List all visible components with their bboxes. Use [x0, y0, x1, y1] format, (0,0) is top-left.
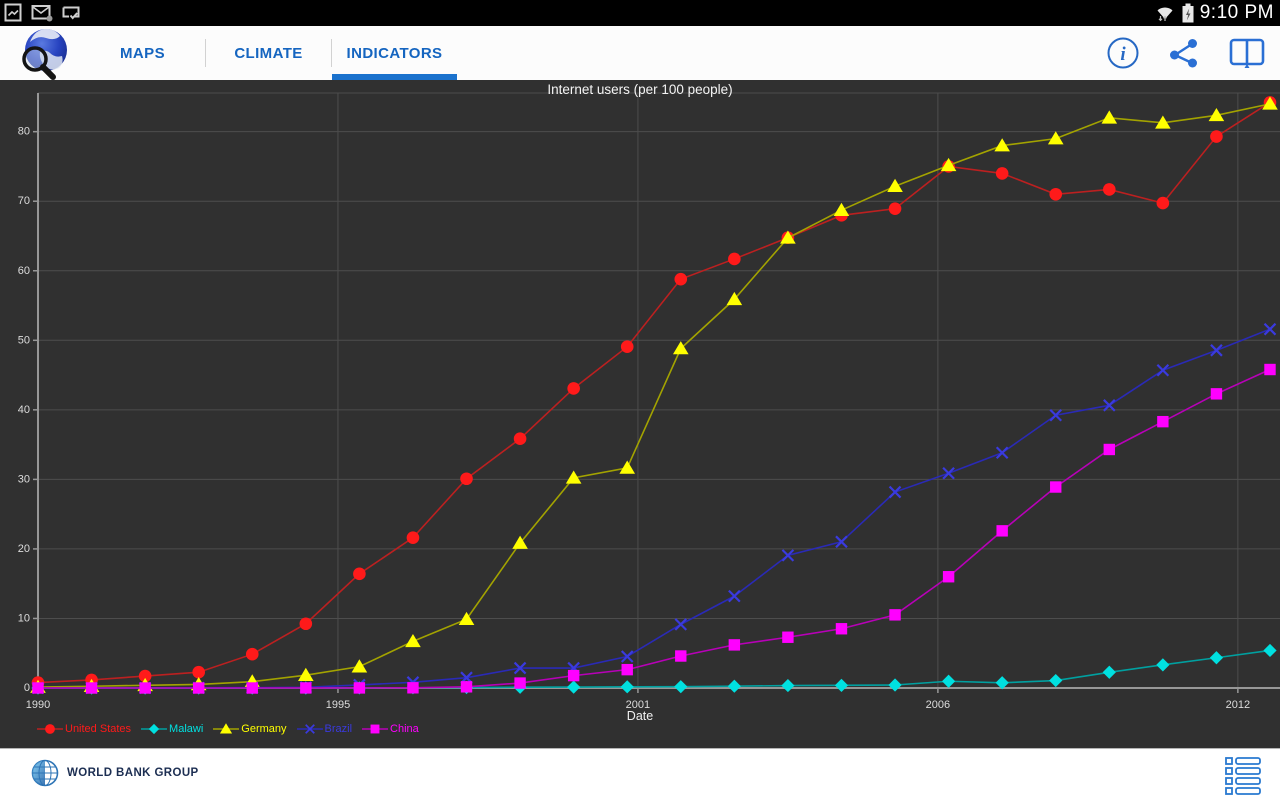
clock: 9:10 PM	[1199, 2, 1274, 23]
grid	[37, 92, 1280, 688]
triangle-legend-marker-icon	[213, 723, 240, 734]
series-germany	[30, 96, 1278, 693]
tab-maps[interactable]: MAPS	[120, 44, 165, 62]
email-icon	[31, 5, 53, 22]
svg-text:2006: 2006	[926, 699, 950, 711]
svg-text:1995: 1995	[326, 699, 350, 711]
svg-text:0: 0	[24, 682, 30, 694]
chart-title: Internet users (per 100 people)	[547, 82, 732, 97]
svg-text:80: 80	[18, 126, 30, 138]
svg-text:i: i	[1120, 44, 1126, 65]
book-icon[interactable]	[1228, 36, 1266, 70]
legend-item-malawi: Malawi	[140, 722, 203, 736]
battery-charging-icon	[1182, 3, 1194, 23]
x-legend-marker-icon	[296, 724, 323, 734]
chart-legend: United States Malawi Germany Brazil China	[36, 722, 419, 736]
legend-label: Malawi	[169, 723, 204, 735]
world-bank-brand: WORLD BANK GROUP	[30, 758, 199, 788]
circle-legend-marker-icon	[37, 724, 63, 734]
axis-labels: 0 10 20 30 40 50 60 70 80 1990 1995 2001 2006 2012 Dat…	[18, 82, 1250, 723]
tab-climate[interactable]: CLIMATE	[234, 44, 303, 62]
svg-text:70: 70	[18, 195, 30, 207]
notification-icons	[4, 3, 83, 22]
legend-label: China	[390, 723, 419, 735]
tab-strip: MAPS CLIMATE INDICATORS	[80, 26, 457, 80]
app-logo-globe-magnifier-icon	[22, 28, 67, 80]
chart-region: 0 10 20 30 40 50 60 70 80 1990 1995 2001 2006 2012 Dat…	[0, 80, 1280, 748]
legend-item-united-states: United States	[36, 722, 131, 736]
legend-item-china: China	[361, 722, 419, 736]
svg-text:1990: 1990	[26, 699, 50, 711]
share-icon[interactable]	[1168, 37, 1200, 69]
tab-indicators[interactable]: INDICATORS	[346, 44, 443, 62]
series-united-states	[31, 96, 1277, 689]
diamond-legend-marker-icon	[141, 723, 168, 735]
legend-label: Brazil	[324, 723, 353, 735]
app-bar: MAPS CLIMATE INDICATORS i	[0, 26, 1280, 80]
legend-label: United States	[65, 723, 132, 735]
country-list-button[interactable]	[1222, 755, 1264, 797]
tab-divider	[331, 39, 332, 67]
svg-text:20: 20	[18, 543, 30, 555]
x-axis-title: Date	[627, 709, 653, 723]
svg-text:2001: 2001	[626, 699, 650, 711]
legend-item-brazil: Brazil	[296, 722, 353, 736]
svg-text:2012: 2012	[1226, 699, 1250, 711]
series-china	[32, 363, 1276, 694]
tab-divider	[205, 39, 206, 67]
chart-canvas[interactable]: 0 10 20 30 40 50 60 70 80 1990 1995 2001 2006 2012 Dat…	[0, 80, 1280, 748]
legend-label: Germany	[241, 723, 287, 735]
svg-text:60: 60	[18, 265, 30, 277]
wifi-icon	[1157, 7, 1173, 22]
status-bar: 9:10 PM	[0, 0, 1280, 26]
screenshot-icon	[4, 3, 22, 22]
svg-text:50: 50	[18, 334, 30, 346]
series-brazil	[31, 322, 1277, 695]
svg-text:10: 10	[18, 612, 30, 624]
world-bank-brand-text: WORLD BANK GROUP	[67, 767, 199, 779]
info-icon[interactable]: i	[1106, 36, 1140, 70]
axes	[33, 93, 1280, 693]
sync-check-icon	[62, 6, 80, 20]
world-bank-globe-icon	[31, 759, 59, 787]
square-legend-marker-icon	[362, 724, 389, 734]
svg-text:40: 40	[18, 404, 30, 416]
legend-item-germany: Germany	[212, 722, 287, 736]
app-bar-actions: i	[1106, 26, 1266, 80]
active-tab-underline	[332, 74, 457, 80]
svg-text:30: 30	[18, 473, 30, 485]
footer-bar: WORLD BANK GROUP	[0, 748, 1280, 800]
